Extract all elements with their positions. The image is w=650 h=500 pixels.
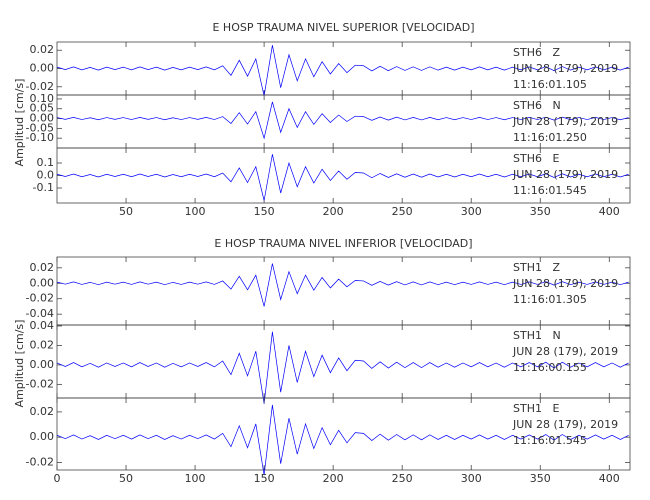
- trace-annotation: STH1 Z: [513, 261, 560, 274]
- trace-annotation: STH6 N: [513, 99, 561, 112]
- x-tick-label: 150: [254, 472, 275, 485]
- y-tick-label: 0.10: [30, 92, 55, 105]
- y-axis-label: Amplitud [cm/s]: [13, 79, 26, 167]
- y-tick-label: -0.1: [33, 181, 54, 194]
- y-tick-label: -0.02: [26, 455, 54, 468]
- y-tick-label: 0.02: [30, 43, 55, 56]
- x-tick-label: 200: [323, 205, 344, 218]
- chart-title: E HOSP TRAUMA NIVEL INFERIOR [VELOCIDAD]: [214, 237, 472, 250]
- y-tick-label: 0.02: [30, 405, 55, 418]
- trace-annotation: 11:16:00.155: [513, 361, 587, 374]
- y-tick-label: 0.05: [30, 102, 55, 115]
- trace-annotation: STH6 Z: [513, 46, 560, 59]
- x-tick-label: 350: [530, 472, 551, 485]
- x-tick-label: 350: [530, 205, 551, 218]
- y-tick-label: -0.02: [26, 292, 54, 305]
- x-tick-label: 300: [461, 472, 482, 485]
- x-tick-label: 400: [599, 205, 620, 218]
- trace-annotation: STH6 E: [513, 152, 559, 165]
- x-tick-label: 100: [185, 472, 206, 485]
- x-tick-label: 0: [54, 472, 61, 485]
- trace-annotation: JUN 28 (179), 2019: [512, 277, 618, 290]
- trace-annotation: 11:16:01.545: [513, 184, 587, 197]
- y-tick-label: 0.02: [30, 338, 55, 351]
- trace-annotation: JUN 28 (179), 2019: [512, 168, 618, 181]
- y-tick-label: 0.04: [30, 319, 55, 332]
- trace-annotation: JUN 28 (179), 2019: [512, 418, 618, 431]
- x-tick-label: 50: [119, 472, 133, 485]
- trace-annotation: 11:16:01.105: [513, 78, 587, 91]
- y-tick-label: 0.00: [30, 276, 55, 289]
- y-tick-label: 0.1: [37, 156, 55, 169]
- x-tick-label: 200: [323, 472, 344, 485]
- x-tick-label: 100: [185, 205, 206, 218]
- y-tick-label: 0.00: [30, 62, 55, 75]
- y-tick-label: 0.02: [30, 261, 55, 274]
- waveform: [56, 263, 629, 307]
- panel-frame: [56, 397, 631, 471]
- chart-title: E HOSP TRAUMA NIVEL SUPERIOR [VELOCIDAD]: [212, 21, 474, 34]
- x-tick-label: 250: [392, 205, 413, 218]
- y-tick-label: 0.00: [30, 112, 55, 125]
- y-tick-label: 0.00: [30, 358, 55, 371]
- trace-annotation: STH1 N: [513, 329, 561, 342]
- trace-annotation: 11:16:01.305: [513, 293, 587, 306]
- y-tick-label: -0.04: [26, 307, 54, 320]
- x-tick-label: 400: [599, 472, 620, 485]
- trace-annotation: JUN 28 (179), 2019: [512, 345, 618, 358]
- x-tick-label: 250: [392, 472, 413, 485]
- waveform: [56, 154, 629, 201]
- y-tick-label: -0.05: [26, 121, 54, 134]
- y-tick-label: -0.02: [26, 80, 54, 93]
- waveform: [56, 45, 629, 96]
- y-tick-label: -0.02: [26, 377, 54, 390]
- waveform: [56, 101, 629, 140]
- trace-annotation: 11:16:01.250: [513, 131, 587, 144]
- x-tick-label: 300: [461, 205, 482, 218]
- trace-annotation: 11:16:01.545: [513, 434, 587, 447]
- x-tick-label: 50: [119, 205, 133, 218]
- trace-annotation: JUN 28 (179), 2019: [512, 115, 618, 128]
- trace-annotation: STH1 E: [513, 402, 559, 415]
- waveform: [56, 404, 629, 476]
- y-tick-label: -0.10: [26, 131, 54, 144]
- trace-annotation: JUN 28 (179), 2019: [512, 62, 618, 75]
- y-tick-label: 0.00: [30, 430, 55, 443]
- waveform: [56, 331, 629, 404]
- x-tick-label: 150: [254, 205, 275, 218]
- y-axis-label: Amplitud [cm/s]: [13, 320, 26, 408]
- y-tick-label: 0.0: [37, 169, 55, 182]
